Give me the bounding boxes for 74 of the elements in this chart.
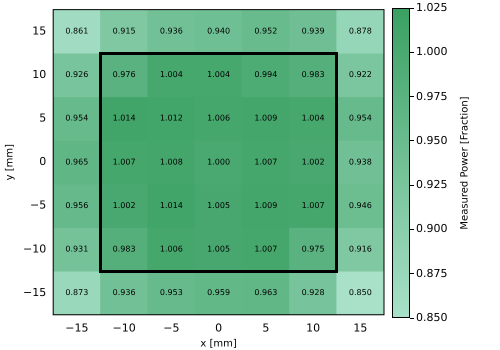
x-tick-label: −15 [65,321,88,334]
data-label: 1.002 [302,157,325,166]
data-label: 1.007 [254,157,278,166]
y-tick-label: 5 [39,111,46,124]
data-label: 1.014 [112,114,136,123]
data-label: 0.976 [112,70,136,80]
data-label: 1.008 [160,157,183,166]
color-bar-label: 0.975 [416,90,448,104]
data-label: 0.940 [207,26,230,36]
color-bar-label: 1.000 [416,45,448,60]
data-label: 1.005 [207,200,230,210]
data-label: 1.004 [207,70,230,80]
data-label: 0.936 [112,288,136,298]
data-label: 0.963 [254,288,278,298]
data-label: 0.946 [348,200,372,210]
data-label: 0.965 [65,157,88,166]
data-label: 0.975 [302,244,325,254]
data-label: 1.005 [207,244,230,254]
y-tick-label: −15 [22,286,46,299]
data-label: 1.007 [254,244,278,254]
data-label: 0.983 [302,70,325,80]
data-label: 0.959 [207,288,230,298]
data-label: 0.861 [65,26,88,36]
data-label: 0.956 [65,200,88,210]
y-tick-label: 10 [32,68,46,81]
data-label: 0.936 [160,26,183,36]
data-label: 1.009 [254,114,278,123]
color-bar-label: 0.900 [416,222,448,236]
data-label: 0.939 [302,26,325,36]
x-tick-label: −5 [163,321,180,334]
x-tick-label: −10 [112,321,136,334]
data-label: 0.850 [348,288,372,298]
data-label: 0.922 [348,70,372,80]
data-label: 1.012 [160,114,183,123]
data-label: 0.983 [112,244,136,254]
data-label: 1.004 [302,114,325,123]
data-label: 0.928 [302,288,325,298]
data-label: 1.007 [302,200,325,210]
data-label: 0.873 [65,288,88,298]
data-label: 0.954 [65,114,88,123]
data-label: 1.006 [160,244,183,254]
data-label: 1.000 [207,157,230,166]
color-bar-title: Measured Power [Fraction] [460,96,470,230]
y-axis-title: y [mm] [4,144,16,180]
data-label: 0.938 [348,157,372,166]
color-bar-label: 0.925 [416,178,448,192]
y-tick-label: 0 [39,155,46,168]
color-bar-label: 0.875 [416,266,448,281]
x-tick-label: 0 [215,321,222,334]
color-bar-label: 1.025 [416,1,448,15]
data-label: 0.953 [160,288,183,298]
y-tick-label: 15 [32,24,46,38]
x-tick-label: 15 [353,321,368,334]
x-tick-label: 10 [306,321,320,334]
data-label: 0.954 [348,114,372,123]
data-label: 0.931 [65,244,88,254]
color-bar-label: 0.950 [416,134,448,148]
data-label: 1.007 [112,157,136,166]
x-axis-title: x [mm] [200,338,237,350]
data-label: 0.915 [112,26,136,36]
data-label: 0.994 [254,70,278,80]
data-label: 1.009 [254,200,278,210]
y-tick-label: −10 [22,242,46,256]
color-bar-label: 0.850 [416,311,448,325]
data-label: 1.006 [207,114,230,123]
x-tick-label: 5 [262,321,270,334]
data-label: 1.002 [112,200,136,210]
y-tick-label: −5 [30,198,46,212]
data-label: 0.916 [348,244,372,254]
data-label: 0.952 [254,26,278,36]
data-label: 0.926 [65,70,88,80]
data-label: 1.014 [160,200,183,210]
data-label: 0.878 [348,26,372,36]
data-label: 1.004 [160,70,183,80]
